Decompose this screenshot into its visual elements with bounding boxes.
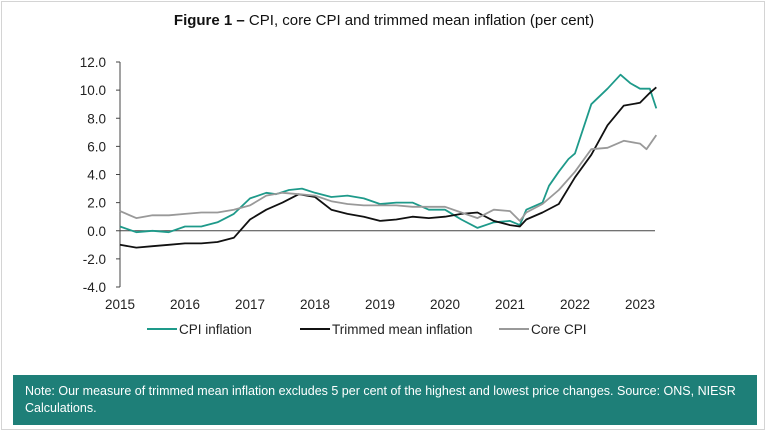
legend-label: Core CPI (531, 322, 587, 337)
x-tick-label: 2023 (625, 297, 655, 312)
y-tick-label: 8.0 (87, 111, 106, 126)
y-tick-label: 4.0 (87, 168, 106, 183)
chart-title-bold: Figure 1 – (173, 12, 245, 29)
y-tick-label: 0.0 (87, 224, 106, 239)
series-line-core-cpi (119, 134, 658, 222)
x-tick-label: 2022 (560, 297, 590, 312)
note-box: Note: Our measure of trimmed mean inflat… (13, 375, 757, 425)
y-tick-label: -2.0 (83, 252, 106, 267)
x-tick-label: 2018 (300, 297, 330, 312)
x-axis-ticks: 2015 2016 2017 2018 2019 2020 2021 2022 2023 (105, 297, 655, 312)
x-tick-label: 2021 (495, 297, 525, 312)
legend: CPI inflation Trimmed mean inflation Core … (147, 322, 587, 337)
x-tick-label: 2016 (170, 297, 200, 312)
chart-title: Figure 1 – CPI, core CPI and trimmed mea… (2, 12, 766, 29)
y-tick-label: 6.0 (87, 139, 106, 154)
series-lines (119, 73, 658, 249)
legend-label: Trimmed mean inflation (332, 322, 473, 337)
y-tick-label: 10.0 (80, 83, 106, 98)
x-tick-label: 2017 (235, 297, 265, 312)
legend-label: CPI inflation (179, 322, 252, 337)
note-text: Note: Our measure of trimmed mean inflat… (25, 384, 736, 415)
x-tick-label: 2015 (105, 297, 135, 312)
line-chart: 12.0 10.0 8.0 6.0 4.0 2.0 0.0 -2.0 -4.0 2015 2016… (80, 55, 658, 337)
x-tick-label: 2019 (365, 297, 395, 312)
y-axis-ticks: 12.0 10.0 8.0 6.0 4.0 2.0 0.0 -2.0 -4.0 (80, 55, 120, 295)
x-tick-label: 2020 (430, 297, 460, 312)
y-tick-label: 2.0 (87, 196, 106, 211)
chart-title-rest: CPI, core CPI and trimmed mean inflation… (244, 12, 595, 29)
y-tick-label: 12.0 (80, 55, 106, 70)
series-line-trimmed-mean-inflation (119, 86, 657, 249)
y-tick-label: -4.0 (83, 280, 106, 295)
series-line-cpi-inflation (119, 73, 658, 234)
